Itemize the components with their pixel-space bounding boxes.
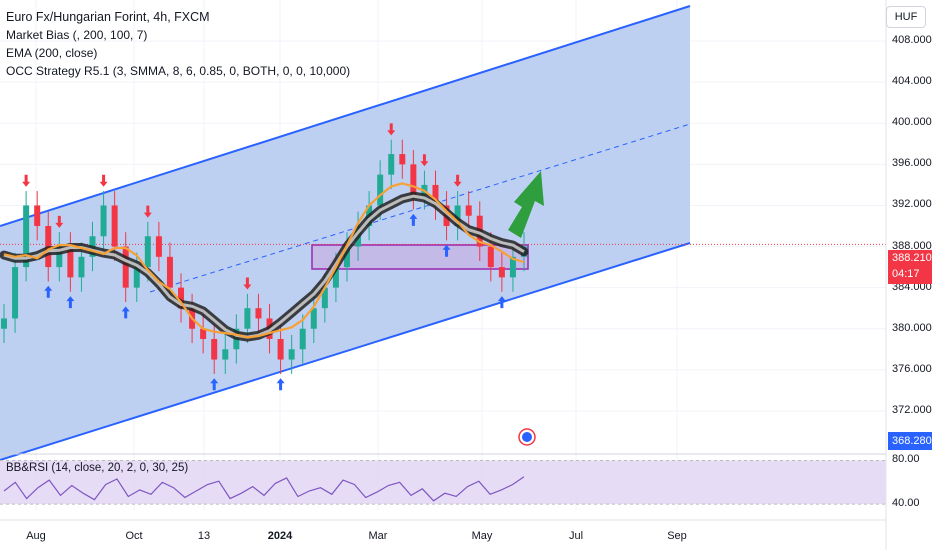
chart-legend: Euro Fx/Hungarian Forint, 4h, FXCM Marke…: [6, 8, 350, 80]
candle-body-44: [487, 246, 494, 268]
buy-signal-icon-45: [497, 296, 506, 309]
candle-body-20: [222, 349, 229, 360]
candle-body-25: [277, 339, 284, 360]
bar-countdown: 04:17: [892, 268, 920, 280]
candle-body-9: [100, 205, 107, 237]
price-tick-label: 396.000: [892, 157, 932, 170]
candle-body-19: [211, 339, 218, 360]
candle-body-41: [454, 205, 461, 226]
last-price-value: 388.210: [892, 252, 932, 264]
channel-upper-line: [0, 5, 691, 227]
buy-signal-icon-40: [442, 244, 451, 257]
time-tick-label: Jul: [568, 530, 584, 542]
candle-body-3: [34, 205, 41, 226]
ema-line: [3, 182, 525, 339]
buy-signal-icon-6: [66, 296, 75, 309]
channel-fill: [0, 6, 690, 460]
sell-signal-icon-41: [453, 174, 462, 187]
price-tick-label: 388.000: [892, 239, 932, 252]
candle-body-1: [12, 267, 19, 319]
sell-signal-icon-5: [55, 215, 64, 228]
rsi-tick-label: 40.00: [892, 497, 920, 510]
channel-lower-line: [0, 242, 691, 461]
sell-signal-icon-38: [420, 154, 429, 167]
candle-body-16: [178, 287, 185, 309]
candle-body-10: [111, 205, 118, 247]
currency-button[interactable]: HUF: [886, 6, 926, 28]
price-pane[interactable]: [0, 0, 886, 510]
low-price-tag: 368.280: [888, 432, 932, 450]
candle-body-31: [343, 246, 350, 268]
price-tick-label: 376.000: [892, 362, 932, 375]
candle-body-18: [200, 328, 207, 339]
candle-body-36: [399, 154, 406, 165]
time-tick-label: 2024: [267, 530, 293, 542]
time-tick-label: Sep: [667, 530, 687, 542]
price-tick-label: 400.000: [892, 116, 932, 129]
candle-body-11: [122, 246, 129, 288]
candle-body-30: [332, 267, 339, 288]
candle-body-5: [56, 246, 63, 268]
candle-body-0: [1, 318, 7, 329]
indicator-ema[interactable]: EMA (200, close): [6, 46, 98, 60]
price-tick-label: 372.000: [892, 403, 932, 416]
candle-body-22: [244, 308, 251, 329]
candle-body-12: [133, 267, 140, 288]
candle-body-34: [377, 174, 384, 206]
candle-body-29: [321, 287, 328, 309]
candle-body-26: [288, 349, 295, 360]
symbol-title[interactable]: Euro Fx/Hungarian Forint, 4h, FXCM: [6, 10, 210, 24]
buy-signal-icon-4: [44, 285, 53, 298]
price-tick-label: 380.000: [892, 321, 932, 334]
sell-signal-icon-35: [387, 123, 396, 136]
projection-arrow: [508, 171, 544, 238]
candle-body-15: [166, 256, 173, 288]
candle-body-39: [432, 184, 439, 206]
candle-body-46: [509, 256, 516, 278]
candle-body-13: [144, 236, 151, 268]
rsi-band: [0, 460, 886, 505]
price-tick-label: 404.000: [892, 75, 932, 88]
sell-signal-icon-2: [22, 174, 31, 187]
buy-signal-icon-25: [276, 378, 285, 391]
buy-signal-icon-19: [210, 378, 219, 391]
candle-body-45: [498, 267, 505, 278]
time-tick-label: Mar: [368, 530, 388, 542]
candle-body-28: [310, 308, 317, 329]
axis-separator: [0, 0, 887, 550]
low-price-value: 368.280: [892, 435, 932, 447]
sell-signal-icon-9: [99, 174, 108, 187]
candle-body-2: [23, 205, 30, 268]
candle-body-42: [465, 205, 472, 216]
indicator-occ-strategy[interactable]: OCC Strategy R5.1 (3, SMMA, 8, 6, 0.85, …: [6, 64, 351, 78]
sell-signal-icon-13: [143, 205, 152, 218]
candle-body-6: [67, 246, 74, 278]
candle-body-35: [388, 154, 395, 175]
sell-signal-icon-22: [243, 277, 252, 290]
indicator-market-bias[interactable]: Market Bias (, 200, 100, 7): [6, 28, 148, 42]
rsi-indicator-legend[interactable]: BB&RSI (14, close, 20, 2, 0, 30, 25): [6, 462, 189, 474]
rsi-tick-label: 80.00: [892, 453, 920, 466]
rsi-line: [3, 476, 525, 502]
time-tick-label: Oct: [125, 530, 143, 542]
time-tick-label: 13: [197, 530, 211, 542]
buy-signal-icon-37: [409, 213, 418, 226]
price-tick-label: 392.000: [892, 198, 932, 211]
time-tick-label: May: [471, 530, 493, 542]
event-marker-icon: [522, 432, 532, 442]
channel-mid-line: [149, 123, 691, 293]
candle-body-7: [78, 256, 85, 278]
time-tick-label: Aug: [26, 530, 46, 542]
last-price-tag: 388.210 04:17: [888, 250, 932, 284]
buy-signal-icon-11: [121, 306, 130, 319]
candle-body-14: [155, 236, 162, 257]
candle-body-37: [410, 164, 417, 196]
candle-body-27: [299, 328, 306, 350]
candle-body-23: [255, 308, 262, 319]
price-tick-label: 408.000: [892, 34, 932, 47]
rsi-pane[interactable]: [0, 453, 886, 505]
